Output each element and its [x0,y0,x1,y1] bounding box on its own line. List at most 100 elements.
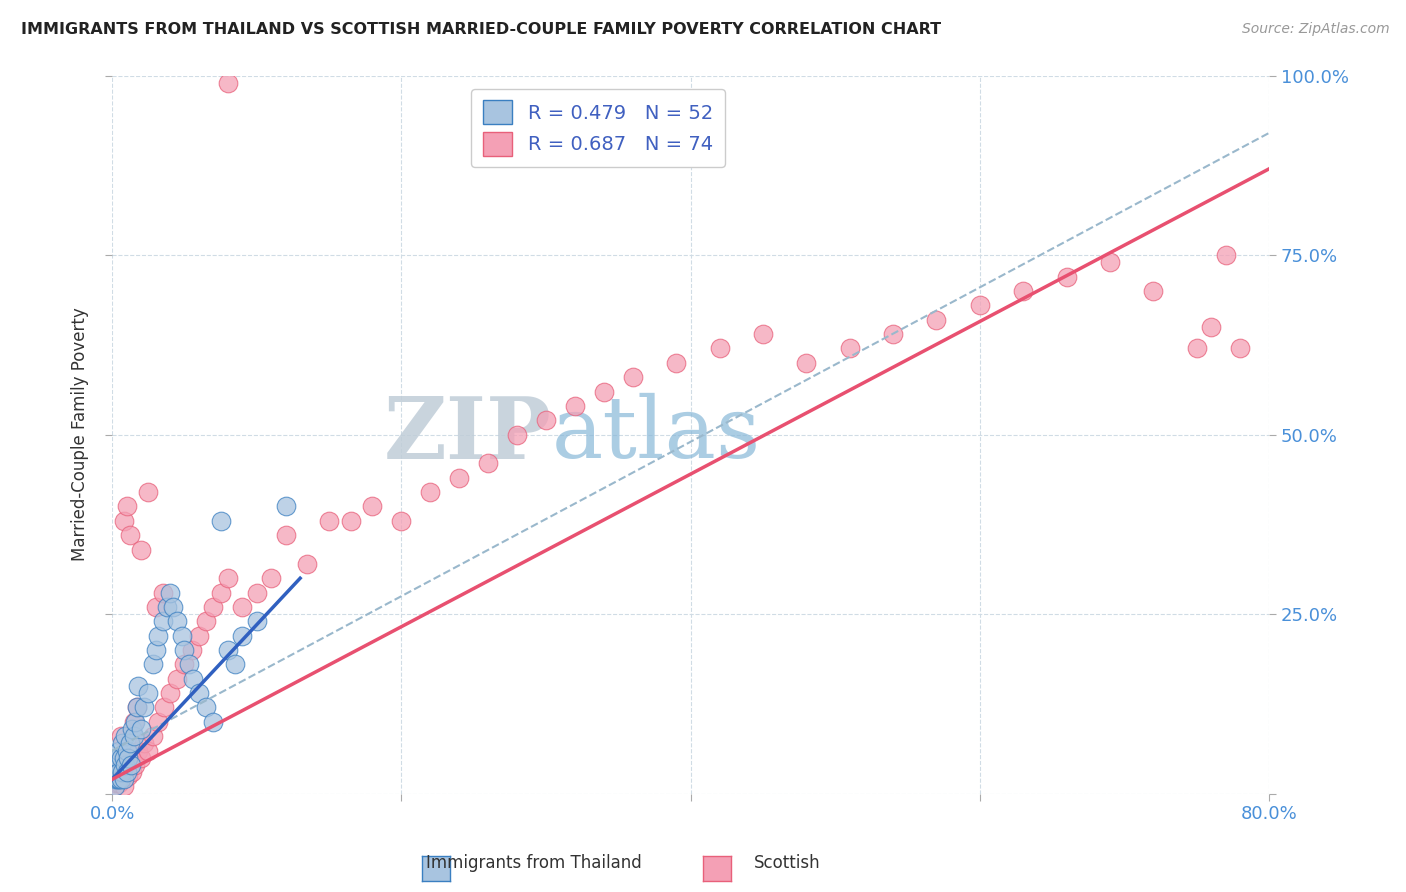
Point [246,615,269,629]
Point [534,413,557,427]
Point [1012,284,1035,298]
Point [125,700,148,714]
Legend: R = 0.479   N = 52, R = 0.687   N = 74: R = 0.479 N = 52, R = 0.687 N = 74 [471,89,724,168]
Point [110,729,132,743]
Point [129,751,152,765]
Point [153,700,176,714]
Point [122,714,145,729]
Point [217,643,239,657]
Point [506,427,529,442]
Point [112,751,135,765]
Point [129,542,152,557]
Point [132,736,155,750]
Point [112,514,135,528]
Point [111,765,134,780]
Point [195,700,218,714]
Point [794,356,817,370]
Point [142,657,165,672]
Point [136,686,159,700]
Point [111,736,134,750]
Point [166,615,188,629]
Point [202,599,225,614]
Point [224,657,246,672]
Point [103,780,125,794]
Point [105,758,128,772]
Point [318,514,340,528]
Point [231,629,253,643]
Point [112,772,135,787]
Point [159,686,181,700]
Point [110,769,132,783]
Point [108,776,131,790]
Point [361,500,384,514]
Point [114,729,136,743]
Point [1056,269,1078,284]
Point [969,298,991,312]
Point [152,615,174,629]
Point [1098,255,1121,269]
Text: ZIP: ZIP [384,392,551,476]
Point [115,743,138,757]
Point [145,599,167,614]
Point [752,327,775,342]
Point [110,772,132,787]
Point [449,471,471,485]
Point [127,743,149,757]
Point [117,769,139,783]
Point [882,327,904,342]
Point [187,686,209,700]
Point [709,342,731,356]
Point [1215,248,1237,262]
Point [105,776,128,790]
Point [217,76,239,90]
Point [389,514,412,528]
Point [121,765,143,780]
Text: Immigrants from Thailand: Immigrants from Thailand [426,855,643,872]
Point [564,399,586,413]
Text: Source: ZipAtlas.com: Source: ZipAtlas.com [1241,22,1389,37]
Point [173,643,195,657]
Point [1229,342,1251,356]
Point [925,312,948,326]
Point [104,765,127,780]
Point [195,615,218,629]
Point [477,456,499,470]
Point [115,765,138,780]
Point [115,500,138,514]
Point [107,751,129,765]
Point [107,772,129,787]
Point [177,657,200,672]
Point [181,672,204,686]
Point [104,772,127,787]
Point [162,599,184,614]
Point [136,743,159,757]
Point [118,736,141,750]
Point [665,356,688,370]
Point [180,643,202,657]
Point [419,485,441,500]
Text: IMMIGRANTS FROM THAILAND VS SCOTTISH MARRIED-COUPLE FAMILY POVERTY CORRELATION C: IMMIGRANTS FROM THAILAND VS SCOTTISH MAR… [21,22,941,37]
Point [148,714,170,729]
Point [132,700,155,714]
Point [246,585,269,599]
Point [1185,342,1208,356]
Point [105,772,128,787]
Point [120,758,142,772]
Point [173,657,195,672]
Point [621,370,644,384]
Point [118,528,141,542]
Point [108,765,131,780]
Y-axis label: Married-Couple Family Poverty: Married-Couple Family Poverty [72,308,89,561]
Point [152,585,174,599]
Point [124,758,146,772]
Point [148,629,170,643]
Point [104,780,127,794]
Point [274,500,297,514]
Point [274,528,297,542]
Point [124,714,146,729]
Point [108,772,131,787]
Point [107,772,129,787]
Point [122,729,145,743]
Point [127,679,149,693]
Point [217,571,239,585]
